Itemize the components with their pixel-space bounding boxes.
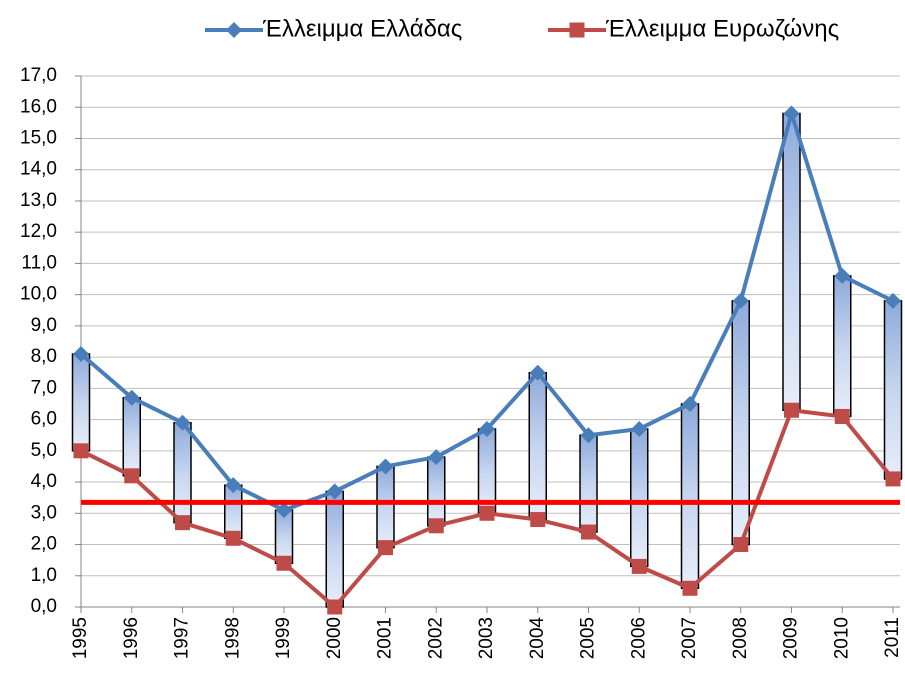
marker <box>124 468 140 484</box>
marker <box>529 364 546 381</box>
marker <box>581 524 596 540</box>
y-tick-label: 10,0 <box>20 284 57 305</box>
marker <box>276 502 292 519</box>
x-tick-label: 2002 <box>425 617 446 659</box>
y-tick-label: 2,0 <box>31 534 57 555</box>
up-down-bar <box>731 300 750 546</box>
x-tick-label: 1999 <box>273 617 294 659</box>
marker <box>834 267 851 284</box>
up-down-bar <box>427 456 446 527</box>
marker <box>479 420 495 437</box>
up-down-bar <box>680 403 700 590</box>
up-down-bar <box>579 434 598 533</box>
up-down-bar <box>122 396 141 477</box>
y-tick-label: 17,0 <box>20 65 57 86</box>
marker <box>733 537 749 553</box>
marker <box>479 505 495 521</box>
marker <box>682 395 698 412</box>
x-tick-label: 2010 <box>831 617 852 659</box>
x-tick-label: 2005 <box>578 617 599 659</box>
legend-label: Έλλειμμα Ελλάδας <box>262 15 462 42</box>
marker <box>377 458 394 475</box>
marker <box>175 515 190 531</box>
up-down-bar <box>325 490 344 608</box>
marker <box>631 558 647 574</box>
marker <box>682 580 698 596</box>
y-tick-label: 0,0 <box>31 596 57 617</box>
marker <box>580 427 597 444</box>
up-down-bar <box>782 112 801 411</box>
marker <box>225 530 241 546</box>
x-tick-label: 1996 <box>121 617 142 659</box>
up-down-bar <box>376 465 395 549</box>
marker <box>123 389 140 406</box>
marker <box>378 540 393 556</box>
up-down-bar <box>71 353 91 452</box>
y-tick-label: 9,0 <box>31 315 57 336</box>
up-down-bar <box>528 371 547 521</box>
y-tick-label: 5,0 <box>31 440 57 461</box>
x-tick-label: 2003 <box>476 617 497 659</box>
marker <box>885 471 901 487</box>
up-down-bar <box>833 275 852 418</box>
x-tick-label: 1997 <box>172 617 193 659</box>
marker <box>834 408 850 424</box>
marker <box>276 555 292 571</box>
y-tick-label: 8,0 <box>31 346 57 367</box>
marker <box>631 420 648 437</box>
y-tick-label: 16,0 <box>20 96 57 117</box>
legend-marker <box>226 22 242 38</box>
y-tick-label: 3,0 <box>31 502 57 523</box>
legend-label: Έλλειμμα Ευρωζώνης <box>605 15 839 42</box>
y-tick-label: 4,0 <box>31 471 57 492</box>
marker <box>225 477 242 494</box>
marker <box>428 449 445 466</box>
x-tick-label: 2009 <box>781 617 802 659</box>
x-tick-label: 1998 <box>222 617 243 659</box>
y-tick-label: 1,0 <box>31 565 57 586</box>
y-tick-label: 14,0 <box>20 159 57 180</box>
y-tick-label: 11,0 <box>21 252 57 273</box>
y-tick-label: 15,0 <box>20 127 57 148</box>
y-tick-label: 13,0 <box>20 190 57 211</box>
marker <box>326 483 343 500</box>
marker <box>530 512 546 528</box>
x-tick-label: 2006 <box>628 617 649 659</box>
x-tick-label: 2001 <box>375 617 396 659</box>
marker <box>428 518 444 534</box>
marker <box>327 599 343 615</box>
x-tick-label: 2007 <box>679 617 700 659</box>
x-tick-label: 2011 <box>882 617 903 658</box>
up-down-bar <box>630 428 649 568</box>
marker <box>174 414 191 431</box>
marker <box>73 443 89 459</box>
y-tick-label: 7,0 <box>31 377 57 398</box>
marker <box>73 345 89 362</box>
marker <box>783 105 800 122</box>
marker <box>885 292 901 309</box>
up-down-bar <box>883 300 903 480</box>
x-tick-label: 1995 <box>70 617 91 659</box>
marker <box>784 402 799 418</box>
x-tick-label: 2000 <box>324 617 345 659</box>
x-tick-label: 2008 <box>730 617 751 659</box>
up-down-bar <box>173 421 192 524</box>
y-tick-label: 6,0 <box>31 409 57 430</box>
legend-marker <box>569 22 585 38</box>
x-tick-label: 2004 <box>527 617 548 660</box>
marker <box>732 292 749 309</box>
y-tick-label: 12,0 <box>20 221 57 242</box>
